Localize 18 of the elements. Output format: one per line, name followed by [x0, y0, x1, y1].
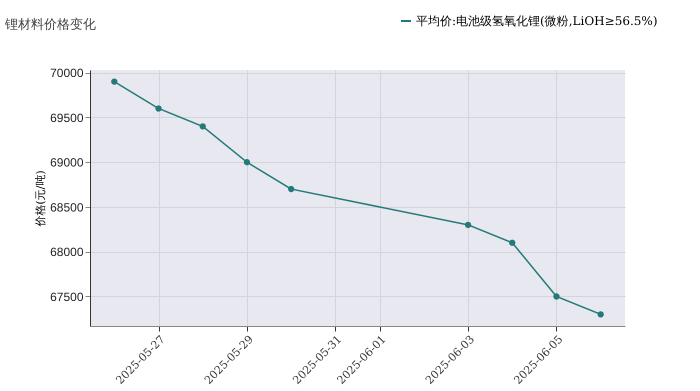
point [244, 159, 250, 166]
point [598, 311, 604, 318]
y-tick-label: 70000 [50, 66, 84, 80]
point [464, 222, 472, 228]
y-tick-label: 67500 [50, 290, 84, 304]
point [509, 240, 516, 246]
y-axis-title: 价格(元/吨) [34, 170, 48, 228]
legend-label: 平均价:电池级氢氧化锂(微粉,LiOH≥56.5%) [416, 14, 658, 28]
point [111, 78, 118, 85]
point [200, 123, 206, 130]
point [155, 105, 162, 112]
y-tick-label: 68000 [50, 245, 84, 260]
point [553, 293, 560, 300]
y-tick-label: 68500 [50, 200, 84, 214]
y-tick-label: 69500 [50, 110, 84, 125]
point [288, 186, 294, 192]
y-tick-label: 69000 [50, 156, 84, 170]
chart-title: 锂材料价格变化 [4, 18, 96, 33]
